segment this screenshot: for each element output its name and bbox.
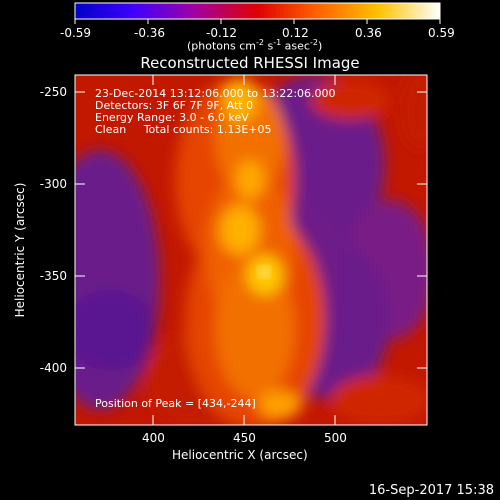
colorbar-unit: (photons cm-2 s-1 asec-2) (187, 38, 323, 53)
colorbar-tick-label: 0.36 (355, 26, 382, 40)
colorbar-tick-label: -0.36 (134, 26, 166, 40)
colorbar-tick-label: 0.12 (282, 26, 309, 40)
y-axis-ticks (75, 91, 427, 369)
colorbar-tick-label: 0.59 (428, 26, 455, 40)
x-tick-label: 500 (324, 431, 347, 445)
y-tick-label: -300 (39, 177, 67, 191)
colorbar (74, 2, 441, 20)
heatmap-image (75, 75, 427, 425)
colorbar-tick-label: -0.59 (60, 26, 92, 40)
y-tick-label: -250 (39, 85, 67, 99)
detectors-annotation: Detectors: 3F 6F 7F 9F, Att 0 (95, 99, 254, 112)
time-range-annotation: 23-Dec-2014 13:12:06.000 to 13:22:06.000 (95, 87, 336, 100)
colorbar-tick-marks (74, 19, 441, 24)
x-tick-label: 450 (233, 431, 256, 445)
y-tick-label: -400 (39, 361, 67, 375)
chart-title: Reconstructed RHESSI Image (140, 54, 360, 72)
peak-annotation: Position of Peak = [434,-244] (95, 397, 256, 410)
x-tick-label: 400 (142, 431, 165, 445)
x-axis-ticks (152, 75, 336, 425)
y-axis-label: Heliocentric Y (arcsec) (13, 182, 27, 318)
colorbar-tick-label: -0.12 (206, 26, 238, 40)
y-tick-label: -350 (39, 269, 67, 283)
footer-timestamp: 16-Sep-2017 15:38 (368, 483, 494, 498)
clean-annotation: Clean Total counts: 1.13E+05 (95, 123, 272, 136)
plot-frame (74, 74, 428, 426)
energy-annotation: Energy Range: 3.0 - 6.0 keV (95, 111, 249, 124)
x-axis-label: Heliocentric X (arcsec) (172, 448, 308, 462)
